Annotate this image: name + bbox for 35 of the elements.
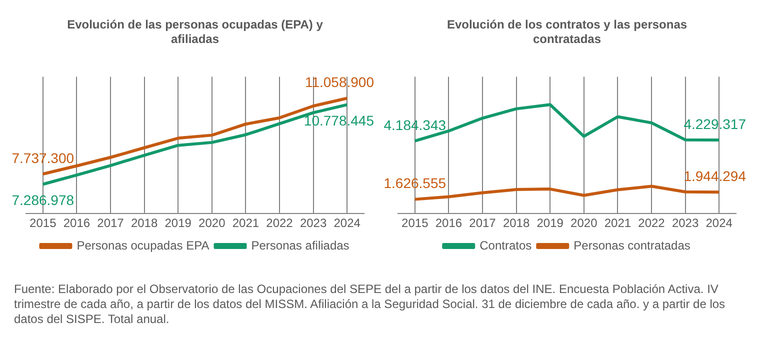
data-label: 7.286.978 <box>12 192 74 208</box>
x-tick-label: 2016 <box>63 216 90 230</box>
x-tick-label: 2022 <box>266 216 294 230</box>
x-tick-label: 2015 <box>402 216 429 230</box>
legend-label: Personas contratadas <box>574 238 690 252</box>
x-tick-label: 2017 <box>469 216 496 230</box>
x-tick-label: 2017 <box>97 216 124 230</box>
data-label: 7.737.300 <box>12 150 74 166</box>
x-tick-label: 2019 <box>536 216 564 230</box>
x-tick-label: 2021 <box>604 216 632 230</box>
data-label: 4.184.343 <box>384 116 446 133</box>
data-label: 10.778.445 <box>304 112 374 129</box>
x-tick-label: 2016 <box>435 216 462 230</box>
x-tick-label: 2018 <box>502 216 530 230</box>
data-label: 4.229.317 <box>684 116 746 132</box>
legend-label: Contratos <box>480 238 532 252</box>
data-label: 1.626.555 <box>384 175 446 192</box>
x-tick-label: 2015 <box>30 216 57 230</box>
x-tick-label: 2024 <box>706 216 733 230</box>
legend-label: Personas afiliadas <box>251 238 350 252</box>
x-tick-label: 2024 <box>334 216 361 230</box>
x-tick-label: 2023 <box>300 216 327 230</box>
chart-title: Evolución de los contratos y las personas contratadas <box>446 18 688 46</box>
x-tick-label: 2018 <box>130 216 158 230</box>
x-tick-label: 2023 <box>672 216 699 230</box>
source-note: Fuente: Elaborado por el Observatorio de las Ocupaciones del SEPE del a partir de los datos del INE. Encuesta Población Activa. IV trimestre de cada año, a partir de los datos del MISSM. Afiliación a la Seguridad Social. 31 de diciembre de cada año. y a partir de los datos del SISPE. Total anual. <box>14 282 726 327</box>
x-tick-label: 2020 <box>570 216 598 230</box>
x-tick-label: 2021 <box>232 216 260 230</box>
x-tick-label: 2020 <box>198 216 226 230</box>
x-tick-label: 2019 <box>164 216 192 230</box>
data-label: 11.058.900 <box>304 74 374 90</box>
data-label: 1.944.294 <box>684 168 746 184</box>
chart-title: Evolución de las personas ocupadas (EPA) y afiliadas <box>67 18 324 46</box>
legend-label: Personas ocupadas EPA <box>76 238 210 252</box>
x-tick-label: 2022 <box>638 216 666 230</box>
